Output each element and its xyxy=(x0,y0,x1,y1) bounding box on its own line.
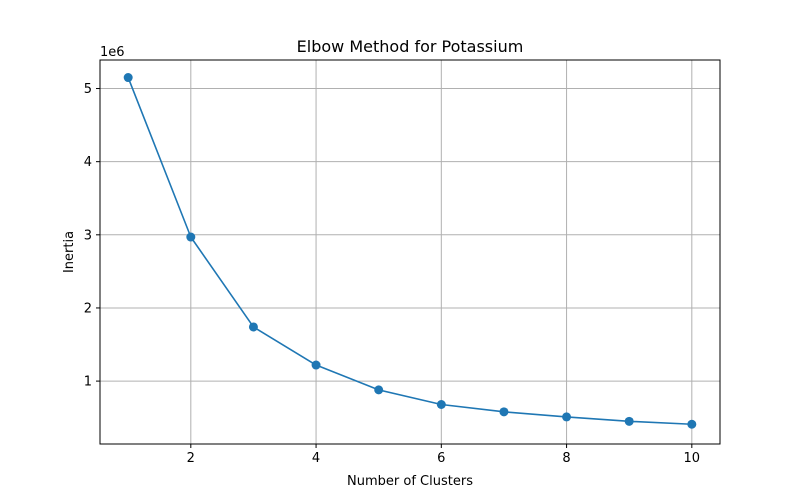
series-line xyxy=(127,77,692,426)
chart-title: Elbow Method for Potassium xyxy=(297,37,524,56)
data-point xyxy=(374,385,384,395)
data-point xyxy=(436,400,446,410)
y-axis-label: Inertia xyxy=(62,231,77,273)
data-point xyxy=(311,360,321,370)
plot-area xyxy=(100,60,720,444)
y-tick-label: 2 xyxy=(84,301,92,316)
axes-frame xyxy=(99,59,721,445)
data-point xyxy=(123,73,133,83)
data-point xyxy=(186,232,196,242)
y-axis-offset-label: 1e6 xyxy=(100,45,125,60)
data-point xyxy=(687,419,697,429)
x-tick-label: 2 xyxy=(187,451,195,466)
y-tick-label: 1 xyxy=(84,375,92,390)
y-tick-label: 5 xyxy=(84,82,92,97)
y-tick-label: 4 xyxy=(84,155,92,170)
x-tick-label: 4 xyxy=(312,451,320,466)
y-tick-label: 3 xyxy=(84,228,92,243)
x-tick-label: 8 xyxy=(562,451,570,466)
data-point xyxy=(624,416,634,426)
series-layer xyxy=(123,73,697,429)
x-tick-label: 10 xyxy=(684,451,701,466)
grid-lines xyxy=(100,60,720,444)
x-axis-label: Number of Clusters xyxy=(347,474,473,489)
data-point xyxy=(248,322,258,332)
data-point xyxy=(499,407,509,417)
x-tick-label: 6 xyxy=(437,451,445,466)
data-point xyxy=(562,412,572,422)
